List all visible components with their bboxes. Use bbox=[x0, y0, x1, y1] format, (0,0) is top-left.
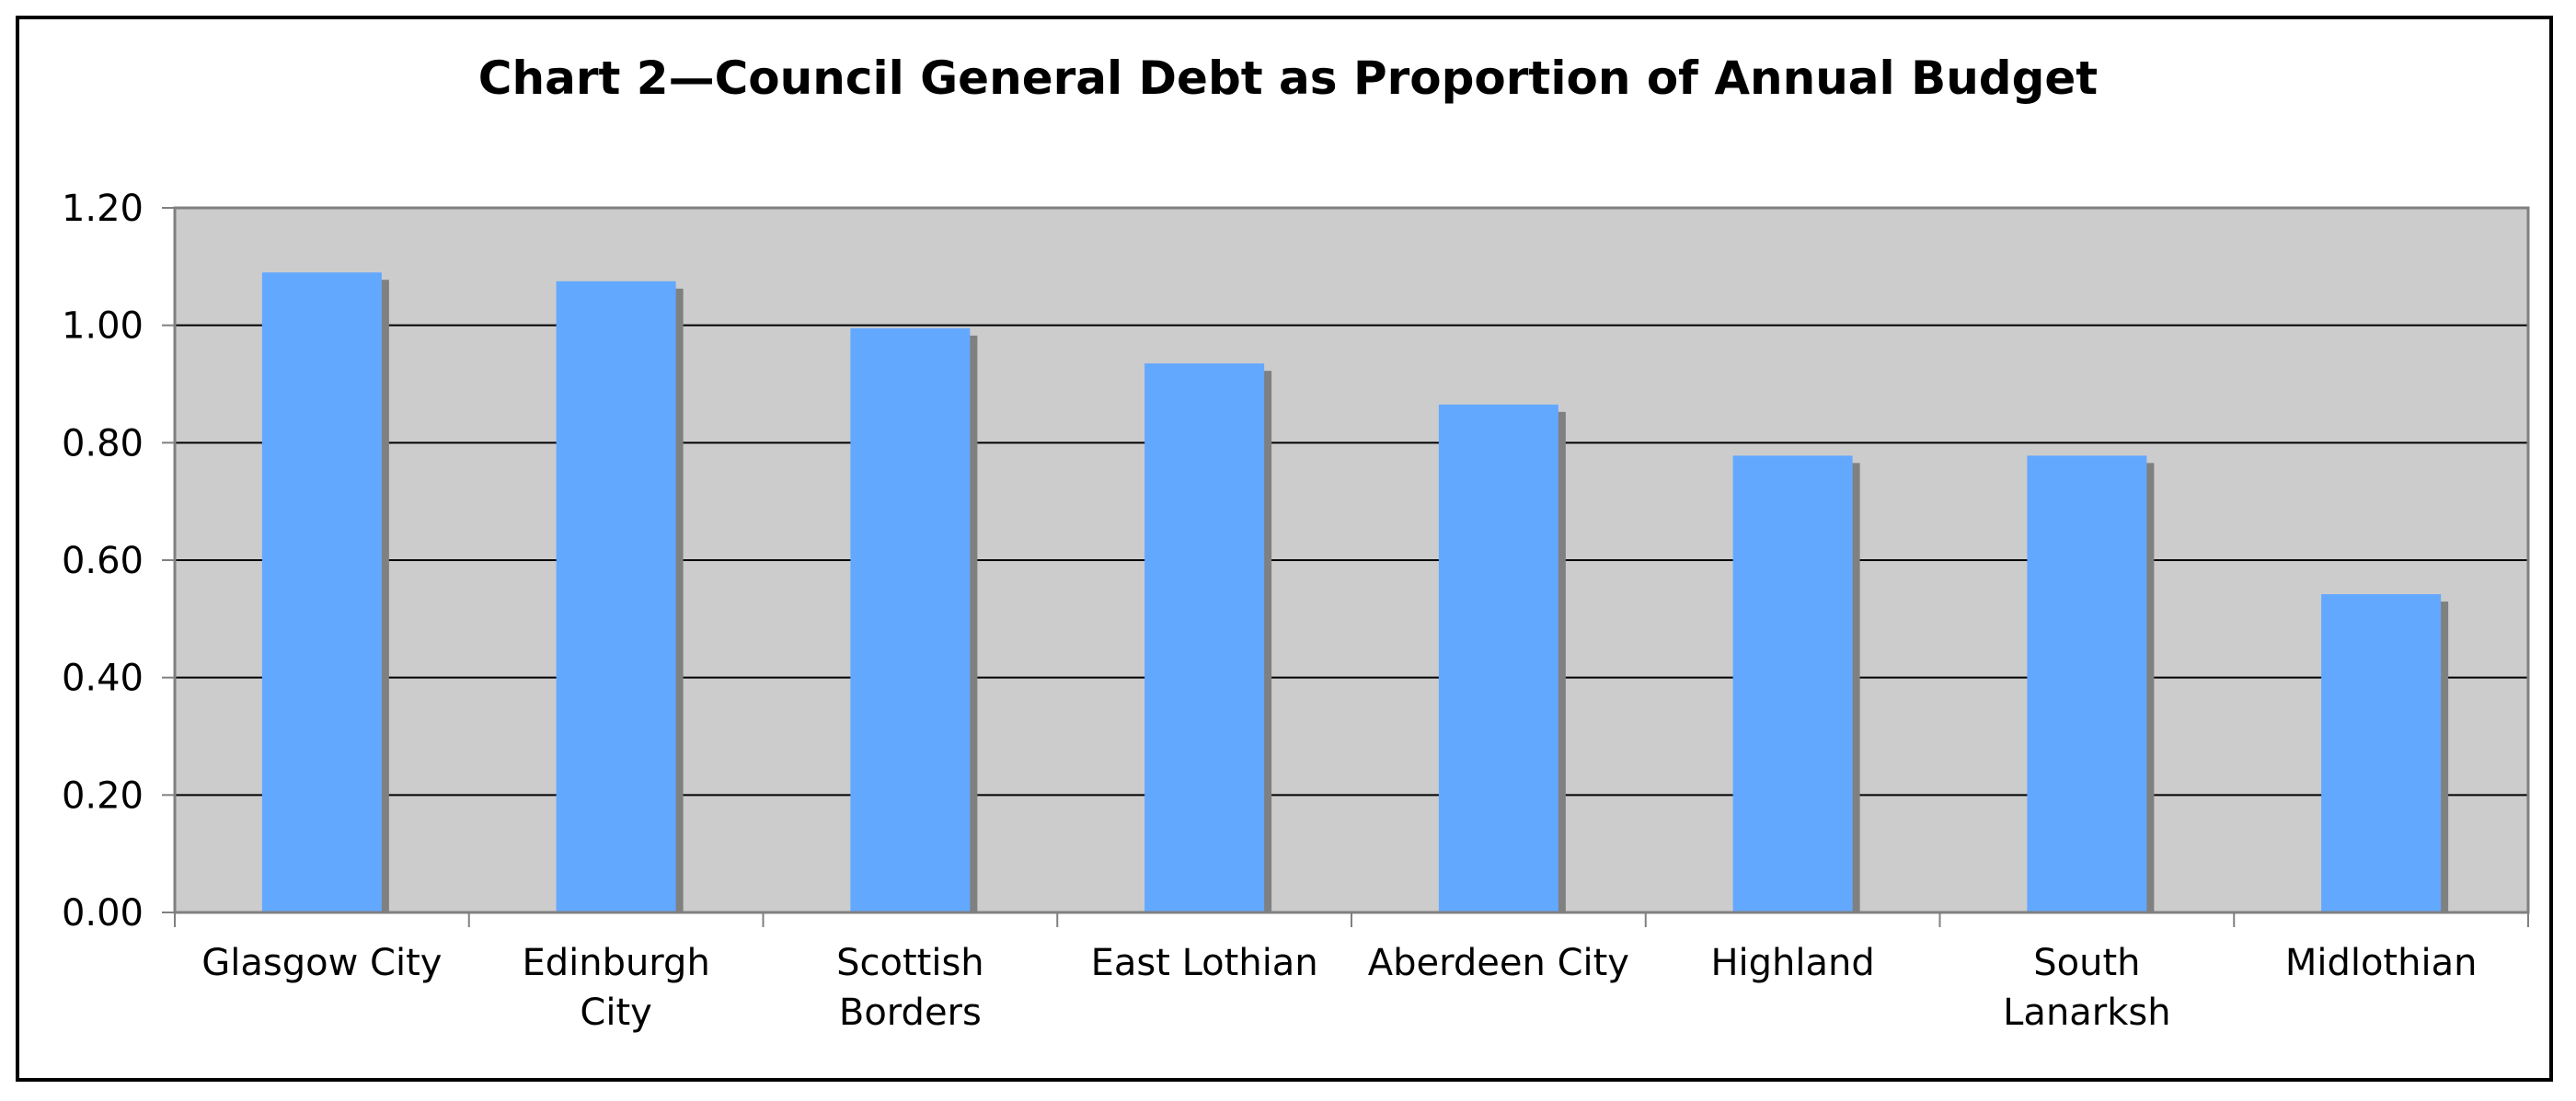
y-tick-label: 0.00 bbox=[62, 892, 144, 935]
x-tick-label: Glasgow City bbox=[201, 942, 442, 984]
y-tick-label: 1.20 bbox=[62, 188, 144, 230]
x-tick-label: South Lanarksh bbox=[2003, 942, 2170, 1034]
bar bbox=[2321, 594, 2442, 912]
bar bbox=[1732, 455, 1853, 912]
bars bbox=[261, 272, 2449, 913]
x-tick-label: Edinburgh City bbox=[522, 942, 709, 1034]
bar bbox=[2027, 455, 2147, 912]
bar bbox=[556, 281, 676, 913]
chart-title: Chart 2—Council General Debt as Proporti… bbox=[477, 52, 2099, 105]
y-tick-label: 0.80 bbox=[62, 422, 144, 464]
x-tick-label: Scottish Borders bbox=[836, 942, 984, 1034]
y-tick-label: 0.40 bbox=[62, 658, 144, 700]
x-tick-label: Aberdeen City bbox=[1368, 942, 1629, 984]
y-axis-tick-labels: 0.00 0.20 0.40 0.60 0.80 1.00 1.20 bbox=[62, 188, 144, 935]
y-tick-label: 1.00 bbox=[62, 305, 144, 348]
y-tick-label: 0.20 bbox=[62, 774, 144, 817]
bar bbox=[1438, 404, 1558, 912]
x-tick-label: East Lothian bbox=[1091, 942, 1318, 984]
x-tick-label: Midlothian bbox=[2285, 942, 2478, 984]
bar bbox=[1144, 363, 1265, 912]
bar bbox=[850, 327, 971, 912]
x-axis-category-labels: Glasgow City Edinburgh City Scottish Borders… bbox=[174, 912, 2529, 1034]
bar bbox=[261, 272, 382, 912]
x-tick-label: Highland bbox=[1710, 942, 1874, 984]
y-tick-label: 0.60 bbox=[62, 540, 144, 582]
